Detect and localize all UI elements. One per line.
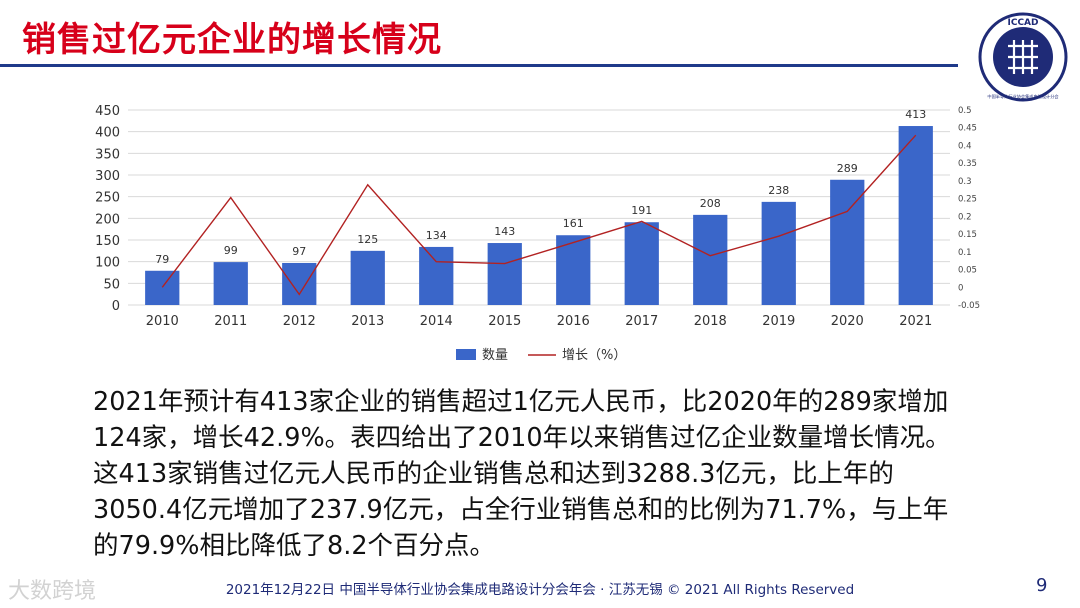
slide-title: 销售过亿元企业的增长情况 <box>22 20 442 60</box>
y-axis-right-tick: 0.5 <box>958 106 972 116</box>
x-axis-tick: 2016 <box>557 314 590 329</box>
y-axis-right-tick: 0.3 <box>958 177 972 187</box>
y-axis-right-tick: 0.45 <box>958 124 977 134</box>
x-axis-tick: 2018 <box>694 314 727 329</box>
bar <box>898 126 933 306</box>
bar-data-label: 97 <box>292 245 306 258</box>
y-axis-right-tick: 0.05 <box>958 266 977 276</box>
bar-data-label: 289 <box>837 162 858 175</box>
y-axis-left-tick: 200 <box>95 212 120 227</box>
y-axis-right-tick: 0.25 <box>958 195 977 205</box>
y-axis-left-tick: 250 <box>95 191 120 206</box>
bar <box>624 222 659 305</box>
legend-label: 数量 <box>482 348 508 363</box>
bar <box>761 201 796 305</box>
legend-label: 增长（%） <box>562 348 626 363</box>
bar-data-label: 134 <box>426 229 447 242</box>
bar <box>350 250 385 305</box>
y-axis-left-tick: 0 <box>112 299 120 314</box>
watermark: 大数跨境 <box>8 579 97 604</box>
bar-data-label: 125 <box>357 233 378 246</box>
body-line: 2021年预计有413家企业的销售超过1亿元人民币，比2020年的289家增加 <box>93 387 949 417</box>
y-axis-right-tick: 0.15 <box>958 230 977 240</box>
bar <box>487 243 522 305</box>
x-axis-tick: 2019 <box>762 314 795 329</box>
y-axis-right-tick: 0 <box>958 283 963 293</box>
svg-text:中国半导体行业协会集成电路设计分会: 中国半导体行业协会集成电路设计分会 <box>987 93 1059 100</box>
body-line: 的79.9%相比降低了8.2个百分点。 <box>93 531 496 561</box>
bar <box>693 214 728 305</box>
footer-text: 2021年12月22日 中国半导体行业协会集成电路设计分会年会 · 江苏无锡 ©… <box>225 582 855 598</box>
y-axis-left-tick: 400 <box>95 126 120 141</box>
y-axis-left-tick: 450 <box>95 104 120 119</box>
body-line: 这413家销售过亿元人民币的企业销售总和达到3288.3亿元，比上年的 <box>93 459 894 489</box>
bar-data-label: 413 <box>905 108 926 121</box>
iccad-logo: ICCAD 中国半导体行业协会集成电路设计分会 <box>978 12 1068 102</box>
legend-swatch-bars <box>456 349 476 360</box>
bar <box>830 179 865 305</box>
y-axis-left-tick: 300 <box>95 169 120 184</box>
svg-text:ICCAD: ICCAD <box>1008 18 1039 28</box>
bar <box>419 246 454 305</box>
x-axis-tick: 2011 <box>214 314 247 329</box>
y-axis-right-tick: -0.05 <box>958 301 980 311</box>
x-axis-tick: 2013 <box>351 314 384 329</box>
y-axis-left-tick: 50 <box>103 277 120 292</box>
body-line: 124家，增长42.9%。表四给出了2010年以来销售过亿企业数量增长情况。 <box>93 423 951 453</box>
y-axis-left-tick: 350 <box>95 147 120 162</box>
body-line: 3050.4亿元增加了237.9亿元，占全行业销售总和的比例为71.7%，与上年 <box>93 495 949 525</box>
bar <box>556 235 591 305</box>
bar-data-label: 208 <box>700 197 721 210</box>
sales-chart: 0 50 100 150 200 250 300 350 400 450 -0.05 0 0.05 0.1… <box>95 104 980 363</box>
bar <box>213 262 248 305</box>
y-axis-right-tick: 0.35 <box>958 159 977 169</box>
bar <box>282 262 317 305</box>
y-axis-left-tick: 100 <box>95 256 120 271</box>
page-number: 9 <box>1036 575 1048 596</box>
body-paragraph: 2021年预计有413家企业的销售超过1亿元人民币，比2020年的289家增加 … <box>93 384 993 564</box>
bar-data-label: 238 <box>768 184 789 197</box>
bar-data-label: 161 <box>563 217 584 230</box>
bar <box>145 270 180 305</box>
y-axis-right-tick: 0.4 <box>958 141 972 151</box>
x-axis-tick: 2010 <box>146 314 179 329</box>
bar-data-label: 143 <box>494 225 515 238</box>
bar-data-label: 79 <box>155 253 169 266</box>
x-axis-tick: 2021 <box>899 314 932 329</box>
x-axis-tick: 2017 <box>625 314 658 329</box>
title-divider <box>0 64 958 67</box>
x-axis-tick: 2014 <box>420 314 453 329</box>
x-axis-tick: 2015 <box>488 314 521 329</box>
y-axis-right-tick: 0.2 <box>958 212 972 222</box>
y-axis-left-tick: 150 <box>95 234 120 249</box>
y-axis-right-tick: 0.1 <box>958 248 972 258</box>
growth-line <box>161 134 917 296</box>
bar-data-label: 99 <box>224 244 238 257</box>
x-axis-tick: 2020 <box>831 314 864 329</box>
bar-data-label: 191 <box>631 204 652 217</box>
x-axis-tick: 2012 <box>283 314 316 329</box>
